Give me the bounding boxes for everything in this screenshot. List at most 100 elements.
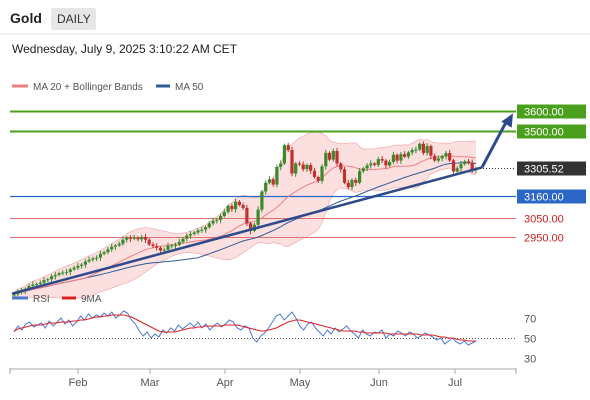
x-axis: Feb Mar Apr May Jun Jul xyxy=(69,369,462,389)
last-price-tag xyxy=(517,161,586,176)
candle-body xyxy=(53,275,57,277)
level-label-4: 2950.00 xyxy=(524,233,564,245)
candle-body xyxy=(463,161,467,165)
candle-body xyxy=(380,159,384,161)
candle-body xyxy=(38,282,42,284)
candle-body xyxy=(173,244,178,246)
candle-body xyxy=(324,152,328,167)
candle-body xyxy=(361,168,365,172)
candle-body xyxy=(444,153,448,157)
x-tick-label-2: Apr xyxy=(216,377,233,389)
candle-body xyxy=(414,149,418,151)
level-label-2: 3160.00 xyxy=(524,192,564,204)
candle-body xyxy=(34,284,39,285)
level-tag-0 xyxy=(517,104,586,119)
candle-body xyxy=(451,160,456,172)
timestamp: Wednesday, July 9, 2025 3:10:22 AM CET xyxy=(12,42,238,56)
candle-body xyxy=(335,151,339,164)
candle-body xyxy=(196,230,200,233)
candle-body xyxy=(65,271,69,273)
candle-body xyxy=(455,168,459,172)
candle-body xyxy=(95,257,99,259)
candle-body xyxy=(339,163,343,170)
candle-body xyxy=(136,237,140,240)
candle-body xyxy=(294,163,298,174)
timeframe-badge[interactable] xyxy=(51,8,96,30)
candle-body xyxy=(215,219,219,221)
candle-body xyxy=(275,167,279,185)
price-panel: 3600.00 3500.00 3160.00 3050.00 2950.00 3305.… xyxy=(10,104,586,299)
candle-body xyxy=(440,156,444,159)
candle-body xyxy=(260,191,264,210)
candle-body xyxy=(219,216,223,220)
x-tick-label-1: Mar xyxy=(141,377,160,389)
candle-body xyxy=(256,209,260,225)
candle-body xyxy=(91,258,95,260)
candle-body xyxy=(309,165,313,171)
candle-body xyxy=(204,227,208,230)
candle-body xyxy=(162,249,166,251)
candle-body xyxy=(286,145,290,150)
candle-body xyxy=(297,163,302,165)
x-tick-label-4: Jun xyxy=(370,377,388,389)
candle-body xyxy=(410,150,414,153)
candle-body xyxy=(143,237,148,240)
legend-label-ma50: MA 50 xyxy=(175,82,204,93)
candle-body xyxy=(350,179,354,188)
candle-body xyxy=(87,259,91,262)
x-tick-label-0: Feb xyxy=(69,377,88,389)
candle-body xyxy=(46,279,50,281)
rsi-panel: 70 50 30 xyxy=(10,310,536,366)
candle-body xyxy=(125,237,129,240)
candle-body xyxy=(170,245,174,247)
rsi-tick-label-1: 50 xyxy=(524,334,536,346)
legend-label-ma20: MA 20 + Bollinger Bands xyxy=(33,82,143,93)
candle-body xyxy=(72,267,76,270)
candle-body xyxy=(418,143,422,150)
candle-body xyxy=(331,151,335,160)
candle-body xyxy=(327,152,332,160)
candle-body xyxy=(301,164,305,170)
last-price-label: 3305.52 xyxy=(524,164,564,176)
candle-body xyxy=(312,170,317,177)
candle-body xyxy=(80,264,84,266)
candle-body xyxy=(83,261,87,265)
candle-body xyxy=(358,171,362,183)
candle-body xyxy=(76,265,80,268)
candle-body xyxy=(98,253,102,258)
candle-body xyxy=(448,153,452,161)
rsi-tick-label-2: 30 xyxy=(524,354,536,366)
candle-body xyxy=(68,269,72,272)
candle-body xyxy=(429,146,433,156)
candle-body xyxy=(245,207,249,224)
candle-body xyxy=(249,223,253,231)
candle-body xyxy=(354,179,358,183)
candle-body xyxy=(470,162,474,170)
candle-body xyxy=(132,237,136,239)
instrument-title: Gold xyxy=(10,10,42,26)
candle-body xyxy=(50,276,54,280)
candle-body xyxy=(128,237,132,239)
candle-body xyxy=(102,252,106,254)
x-tick-label-3: May xyxy=(290,377,311,389)
candle-body xyxy=(290,150,294,174)
level-tag-2 xyxy=(517,189,586,204)
candle-body xyxy=(166,245,170,250)
candle-body xyxy=(230,205,234,210)
candle-body xyxy=(305,165,309,170)
candle-body xyxy=(466,161,471,163)
candle-body xyxy=(373,163,377,165)
ma20-line xyxy=(13,155,477,295)
candle-body xyxy=(279,163,283,167)
candle-body xyxy=(12,294,16,296)
candle-body xyxy=(282,145,286,164)
level-label-1: 3500.00 xyxy=(524,127,564,139)
candle-body xyxy=(42,280,46,283)
candle-body xyxy=(391,154,395,162)
candle-body xyxy=(241,205,245,208)
candle-body xyxy=(27,286,31,289)
candle-body xyxy=(106,249,110,253)
candle-body xyxy=(342,169,347,183)
candle-body xyxy=(271,179,275,185)
